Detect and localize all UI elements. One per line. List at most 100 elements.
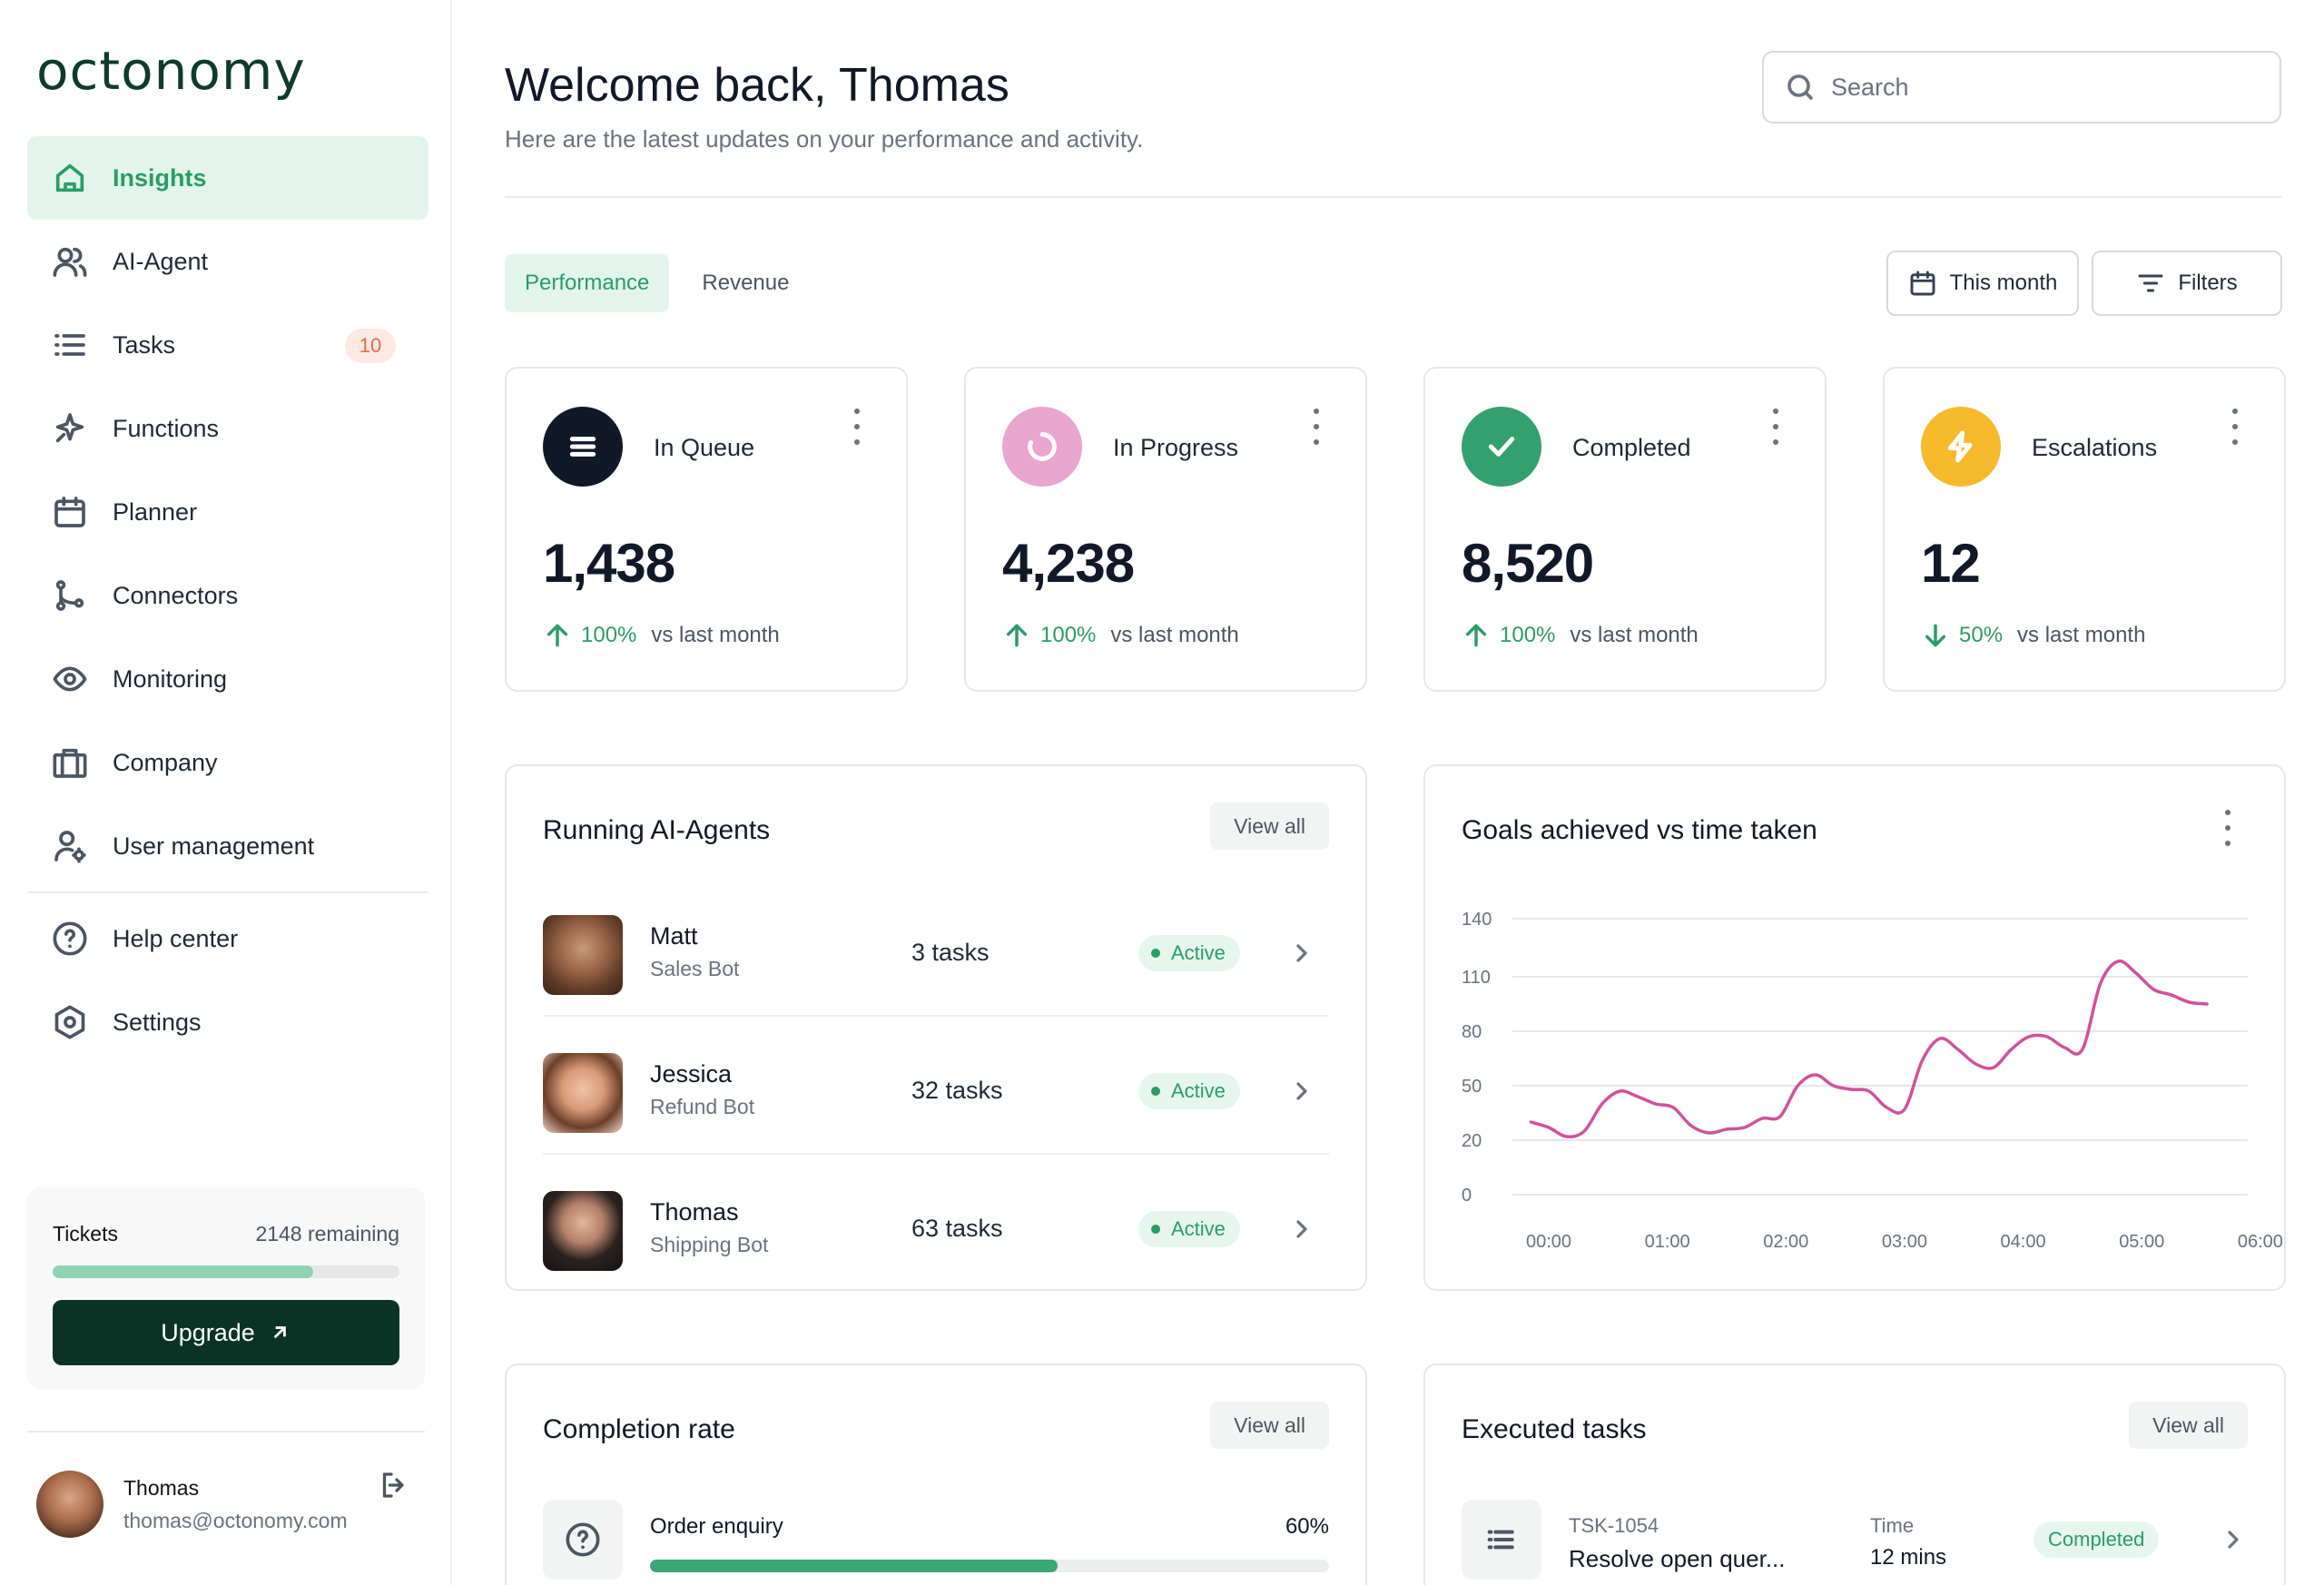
stat-trend-pct: 100% bbox=[1500, 623, 1556, 647]
search-box[interactable] bbox=[1762, 51, 2281, 123]
chevron-right-icon[interactable] bbox=[1287, 1215, 1316, 1244]
stat-card-in-progress[interactable]: In Progress 4,238 100% vs last month bbox=[964, 367, 1367, 692]
status-label: Active bbox=[1171, 1217, 1226, 1240]
tab-revenue[interactable]: Revenue bbox=[702, 271, 790, 295]
sidebar-item-user-management[interactable]: User management bbox=[27, 804, 428, 888]
y-tick-label: 140 bbox=[1462, 910, 1492, 930]
view-all-button[interactable]: View all bbox=[2129, 1402, 2248, 1449]
status-badge: Active bbox=[1138, 1211, 1240, 1247]
stat-card-in-queue[interactable]: In Queue 1,438 100% vs last month bbox=[505, 367, 908, 692]
executed-tasks-panel: Executed tasks View all TSK-1054 Resolve… bbox=[1423, 1363, 2286, 1585]
chevron-right-icon[interactable] bbox=[2219, 1525, 2248, 1554]
stat-trend-vs: vs last month bbox=[2017, 623, 2146, 647]
profile-email: thomas@octonomy.com bbox=[123, 1509, 348, 1532]
y-tick-label: 0 bbox=[1462, 1186, 1472, 1206]
task-title: Resolve open quer... bbox=[1569, 1545, 1786, 1572]
sidebar-item-monitoring[interactable]: Monitoring bbox=[27, 637, 428, 721]
stat-trend-pct: 50% bbox=[1959, 623, 2004, 647]
search-input[interactable] bbox=[1831, 73, 2249, 102]
tasks-count-badge: 10 bbox=[345, 329, 396, 363]
more-options-icon[interactable] bbox=[2230, 409, 2240, 445]
sidebar-divider bbox=[27, 1431, 425, 1432]
status-badge: Active bbox=[1138, 1073, 1240, 1109]
stat-card-escalations[interactable]: Escalations 12 50% vs last month bbox=[1883, 367, 2286, 692]
bolt-icon bbox=[1921, 407, 2001, 487]
stat-trend-vs: vs last month bbox=[1570, 623, 1699, 647]
tickets-remaining: 2148 remaining bbox=[255, 1222, 399, 1245]
x-tick-label: 03:00 bbox=[1882, 1232, 1927, 1252]
view-all-button[interactable]: View all bbox=[1210, 802, 1329, 850]
x-tick-label: 02:00 bbox=[1763, 1232, 1808, 1252]
sidebar-item-settings[interactable]: Settings bbox=[27, 980, 428, 1064]
eye-icon bbox=[51, 660, 89, 698]
help-circle-icon bbox=[51, 920, 89, 958]
chevron-right-icon[interactable] bbox=[1287, 1077, 1316, 1106]
stat-trend-pct: 100% bbox=[581, 623, 637, 647]
agent-row[interactable]: Thomas Shipping Bot 63 tasks Active bbox=[543, 1155, 1329, 1289]
more-options-icon[interactable] bbox=[1311, 409, 1322, 445]
agent-role: Refund Bot bbox=[650, 1095, 755, 1118]
sidebar-item-tasks[interactable]: Tasks 10 bbox=[27, 303, 428, 387]
sidebar-item-ai-agent[interactable]: AI-Agent bbox=[27, 220, 428, 303]
briefcase-icon bbox=[51, 743, 89, 782]
upgrade-label: Upgrade bbox=[161, 1318, 255, 1346]
sidebar-item-functions[interactable]: Functions bbox=[27, 387, 428, 470]
settings-hex-icon bbox=[51, 1003, 89, 1041]
sidebar-item-label: Functions bbox=[113, 414, 220, 442]
arrow-up-icon bbox=[547, 624, 568, 647]
panel-title: Completion rate bbox=[543, 1414, 735, 1444]
sidebar-nav: Insights AI-Agent Tasks 10 Functions Pla… bbox=[27, 136, 428, 1064]
completion-label: Order enquiry bbox=[650, 1514, 783, 1539]
filter-icon bbox=[2138, 274, 2163, 292]
tickets-progress-fill bbox=[53, 1265, 313, 1278]
sidebar-item-label: Help center bbox=[113, 924, 239, 952]
tab-performance[interactable]: Performance bbox=[505, 254, 670, 312]
calendar-icon bbox=[51, 493, 89, 531]
stat-card-completed[interactable]: Completed 8,520 100% vs last month bbox=[1423, 367, 1827, 692]
sidebar-item-label: Company bbox=[113, 748, 218, 776]
arrow-up-right-icon bbox=[273, 1326, 286, 1339]
sidebar-item-label: Monitoring bbox=[113, 665, 228, 693]
tickets-header: Tickets 2148 remaining bbox=[53, 1222, 399, 1246]
view-all-button[interactable]: View all bbox=[1210, 1402, 1329, 1449]
nav-divider bbox=[27, 891, 428, 893]
y-tick-label: 80 bbox=[1462, 1022, 1482, 1042]
goals-chart-panel: Goals achieved vs time taken 0 20 50 80 110 1… bbox=[1423, 764, 2286, 1291]
user-profile[interactable]: Thomas thomas@octonomy.com bbox=[36, 1469, 418, 1541]
sidebar-item-connectors[interactable]: Connectors bbox=[27, 554, 428, 637]
stat-trend: 100% vs last month bbox=[1002, 621, 1239, 650]
status-label: Active bbox=[1171, 941, 1226, 964]
agent-row[interactable]: Matt Sales Bot 3 tasks Active bbox=[543, 879, 1329, 1017]
sparkle-icon bbox=[51, 409, 89, 448]
chevron-right-icon[interactable] bbox=[1287, 939, 1316, 968]
sidebar-item-label: Settings bbox=[113, 1008, 202, 1036]
stat-trend: 50% vs last month bbox=[1921, 621, 2145, 650]
stat-value: 12 bbox=[1921, 533, 1981, 594]
filters-button[interactable]: Filters bbox=[2092, 251, 2282, 316]
stat-trend: 100% vs last month bbox=[1462, 621, 1699, 650]
list-icon bbox=[1462, 1500, 1541, 1580]
home-icon bbox=[51, 159, 89, 197]
task-time-label: Time bbox=[1870, 1514, 1915, 1537]
logout-button[interactable] bbox=[378, 1469, 418, 1509]
agent-avatar bbox=[543, 1191, 623, 1271]
sidebar-item-help-center[interactable]: Help center bbox=[27, 897, 428, 980]
stat-trend: 100% vs last month bbox=[543, 621, 780, 650]
profile-name: Thomas bbox=[123, 1476, 200, 1500]
date-range-button[interactable]: This month bbox=[1886, 251, 2079, 316]
app-logo[interactable]: octonomy bbox=[36, 40, 306, 102]
x-tick-label: 05:00 bbox=[2119, 1232, 2164, 1252]
sidebar-item-company[interactable]: Company bbox=[27, 721, 428, 804]
completion-rate-panel: Completion rate View all Order enquiry 6… bbox=[505, 1363, 1367, 1585]
agent-role: Shipping Bot bbox=[650, 1233, 769, 1256]
upgrade-button[interactable]: Upgrade bbox=[53, 1300, 399, 1365]
more-options-icon[interactable] bbox=[852, 409, 862, 445]
sidebar-item-planner[interactable]: Planner bbox=[27, 470, 428, 554]
sidebar-item-insights[interactable]: Insights bbox=[27, 136, 428, 220]
agent-row[interactable]: Jessica Refund Bot 32 tasks Active bbox=[543, 1017, 1329, 1155]
arrow-up-icon bbox=[1006, 624, 1028, 647]
date-range-label: This month bbox=[1949, 271, 2058, 295]
arrow-up-icon bbox=[1465, 624, 1487, 647]
more-options-icon[interactable] bbox=[2222, 810, 2233, 846]
more-options-icon[interactable] bbox=[1770, 409, 1781, 445]
